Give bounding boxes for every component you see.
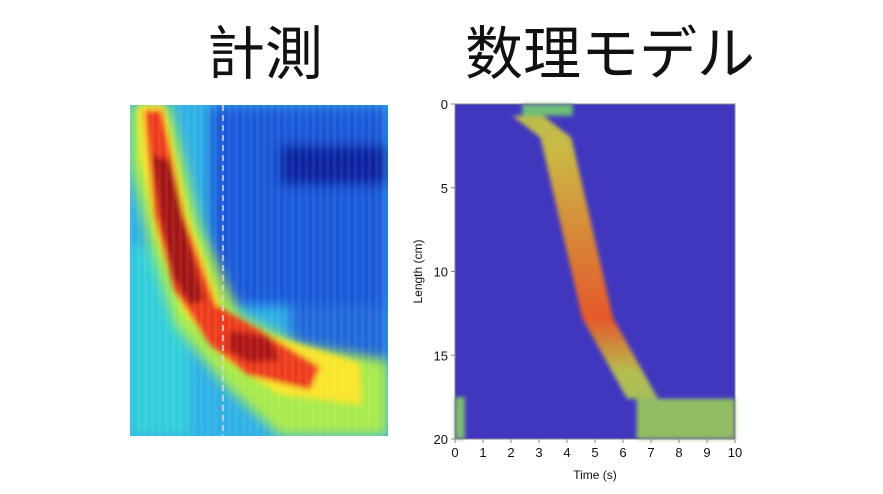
- model-x-tick-label-2: 2: [507, 445, 514, 460]
- model-x-axis-label: Time (s): [573, 468, 617, 482]
- model-x-tick-label-10: 10: [728, 445, 742, 460]
- model-band-left-edge: [455, 397, 465, 439]
- model-chart: 0 1 2 3 4 5 6 7 8 9 10 0 5 10 15 20 Time (s) Length (cm…: [411, 97, 743, 482]
- model-y-tick-label-1: 5: [441, 181, 448, 196]
- model-x-tick-label-5: 5: [591, 445, 598, 460]
- model-x-tick-label-3: 3: [535, 445, 542, 460]
- model-x-tick-label-4: 4: [563, 445, 570, 460]
- model-x-tick-label-0: 0: [451, 445, 458, 460]
- model-band-diagonal: [512, 115, 658, 399]
- model-x-tick-label-1: 1: [479, 445, 486, 460]
- model-x-tick-label-6: 6: [619, 445, 626, 460]
- model-band-horizontal: [636, 398, 735, 439]
- measured-texture: [130, 105, 388, 436]
- model-axes: 0 1 2 3 4 5 6 7 8 9 10 0 5 10 15 20: [434, 97, 743, 460]
- model-y-tick-label-2: 10: [434, 265, 448, 280]
- model-y-tick-label-3: 15: [434, 348, 448, 363]
- model-x-tick-label-8: 8: [675, 445, 682, 460]
- model-band-top: [522, 104, 573, 116]
- model-plot-area: [455, 104, 735, 439]
- model-x-tick-label-9: 9: [703, 445, 710, 460]
- model-title: 数理モデル: [464, 20, 755, 88]
- measured-heatmap: [130, 105, 388, 436]
- measured-title: 計測: [206, 20, 323, 88]
- model-y-tick-label-0: 0: [441, 97, 448, 112]
- model-y-tick-label-4: 20: [434, 432, 448, 447]
- model-y-axis-label: Length (cm): [411, 239, 425, 303]
- model-band: [455, 104, 735, 439]
- model-x-tick-label-7: 7: [647, 445, 654, 460]
